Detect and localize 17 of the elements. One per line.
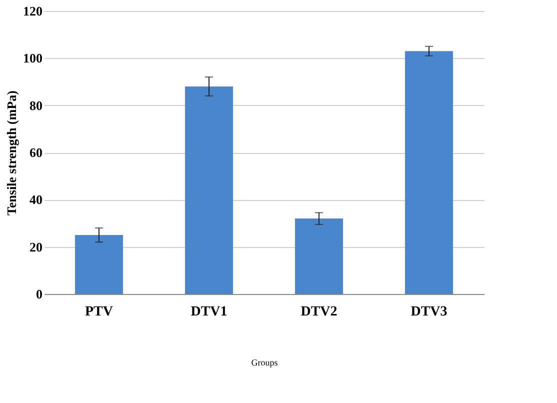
y-tick-label: 120 <box>23 4 42 18</box>
y-tick-label: 80 <box>30 98 42 113</box>
y-tick-label: 100 <box>23 50 42 66</box>
y-tick-label: 60 <box>30 145 42 160</box>
bar <box>405 51 453 294</box>
x-tick-label: DTV3 <box>410 304 448 320</box>
bar <box>185 86 233 294</box>
x-tick-label: PTV <box>85 304 113 320</box>
x-tick-label: DTV1 <box>190 304 228 320</box>
x-axis-title: Groups <box>251 358 278 368</box>
bar <box>295 218 343 294</box>
y-axis-title: Tensile strength (mPa) <box>4 90 19 216</box>
bar <box>75 235 123 294</box>
y-tick-label: 0 <box>36 286 42 302</box>
y-tick-label: 40 <box>30 192 42 208</box>
x-tick-label: DTV2 <box>300 304 338 320</box>
y-tick-label: 20 <box>30 239 42 254</box>
